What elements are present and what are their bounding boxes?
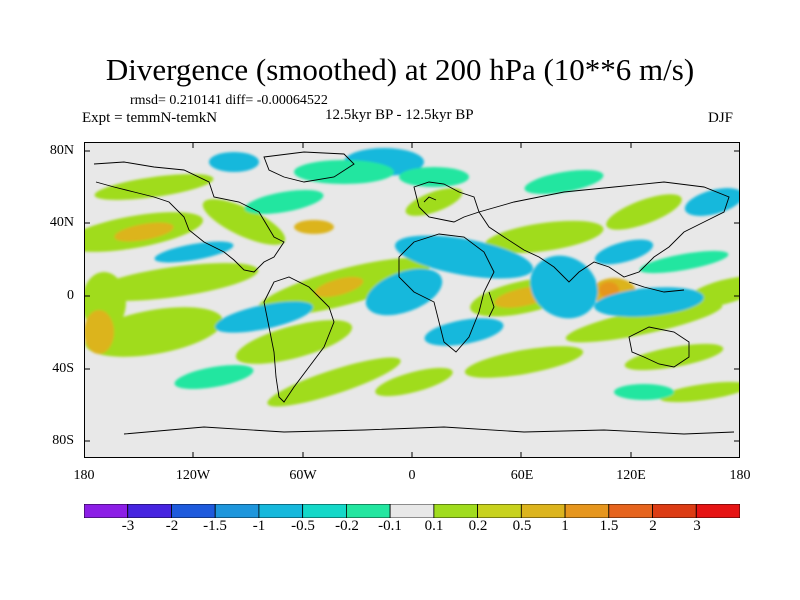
colorbar-swatch xyxy=(258,504,304,518)
colorbar-swatch xyxy=(84,504,129,518)
positive-contours xyxy=(84,174,740,407)
colorbar-label: -0.2 xyxy=(335,518,359,534)
y-tick-label: 0 xyxy=(67,288,74,303)
x-tick-label: 60W xyxy=(289,468,317,483)
negative-contours xyxy=(154,148,740,346)
stats-label: rmsd= 0.210141 diff= -0.00064522 xyxy=(130,93,328,108)
colorbar-label: -2 xyxy=(165,518,179,534)
y-tick-label: 40N xyxy=(49,215,74,230)
colorbar-label: 1.5 xyxy=(599,518,619,534)
colorbar-label: 1 xyxy=(561,518,569,534)
x-tick-label: 180 xyxy=(729,468,751,483)
colorbar-label: -3 xyxy=(121,518,135,534)
axis-ticks xyxy=(84,142,740,458)
x-tick-label: 0 xyxy=(408,468,416,483)
experiment-label: Expt = temmN-temkN xyxy=(82,110,218,126)
season-label: DJF xyxy=(708,110,734,126)
colorbar-label: 0.2 xyxy=(468,518,488,534)
y-tick-label: 80S xyxy=(52,433,74,448)
colorbar-swatch xyxy=(652,504,697,518)
coastlines xyxy=(93,151,735,435)
colorbar-swatch xyxy=(127,504,172,518)
colorbar-swatch xyxy=(345,504,391,518)
colorbar-label: -0.1 xyxy=(378,518,402,534)
colorbar xyxy=(84,504,740,518)
colorbar-swatch xyxy=(214,504,260,518)
colorbar-label: 0.5 xyxy=(512,518,532,534)
divergence-map xyxy=(84,142,740,458)
colorbar-swatch xyxy=(520,504,566,518)
peak-positive-contours xyxy=(599,282,619,298)
colorbar-swatch xyxy=(302,504,347,518)
plot-title: Divergence (smoothed) at 200 hPa (10**6 … xyxy=(105,52,695,87)
colorbar-swatch xyxy=(608,504,653,518)
period-label: 12.5kyr BP - 12.5kyr BP xyxy=(325,107,474,123)
colorbar-swatch xyxy=(564,504,610,518)
weak-negative-contours xyxy=(174,160,729,400)
colorbar-swatch xyxy=(389,504,435,518)
x-tick-label: 60E xyxy=(510,468,534,483)
colorbar-label: 2 xyxy=(649,518,657,534)
x-tick-label: 120W xyxy=(175,468,211,483)
colorbar-label: 3 xyxy=(693,518,701,534)
y-tick-label: 80N xyxy=(49,143,74,158)
colorbar-label: 0.1 xyxy=(424,518,444,534)
colorbar-label: -1 xyxy=(252,518,266,534)
x-tick-label: 180 xyxy=(73,468,95,483)
colorbar-swatch xyxy=(433,504,478,518)
colorbar-label: -0.5 xyxy=(291,518,315,534)
colorbar-swatch xyxy=(695,504,740,518)
colorbar-swatch xyxy=(171,504,216,518)
colorbar-label: -1.5 xyxy=(203,518,227,534)
y-tick-label: 40S xyxy=(52,361,74,376)
x-tick-label: 120E xyxy=(616,468,646,483)
colorbar-swatch xyxy=(477,504,522,518)
